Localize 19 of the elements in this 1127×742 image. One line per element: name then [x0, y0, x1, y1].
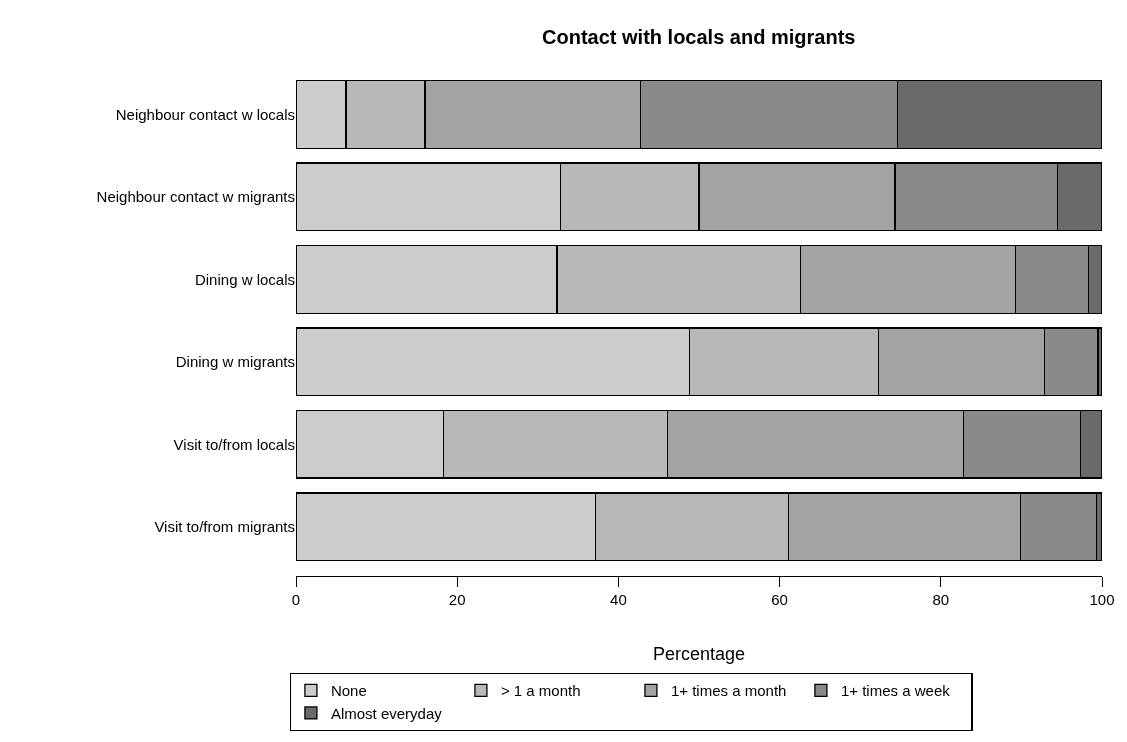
chart-title: Contact with locals and migrants: [542, 25, 856, 48]
legend-label: 1+ times a month: [670, 682, 787, 700]
x-tick-label: 60: [771, 591, 788, 609]
y-tick-label: Neighbour contact w migrants: [96, 188, 295, 206]
legend-label: None: [330, 682, 367, 700]
legend-label: 1+ times a week: [840, 682, 951, 700]
y-tick-label: Neighbour contact w locals: [115, 105, 295, 123]
y-tick-label: Dining w migrants: [175, 353, 295, 371]
legend-label: > 1 a month: [500, 682, 581, 700]
y-tick-label: Visit to/from locals: [173, 435, 295, 453]
y-tick-label: Dining w locals: [194, 270, 295, 288]
x-tick-label: 0: [291, 591, 301, 609]
x-tick-label: 80: [932, 591, 950, 609]
x-axis-title: Percentage: [652, 644, 746, 665]
y-tick-label: Visit to/from migrants: [154, 518, 295, 536]
x-tick-label: 20: [448, 591, 466, 609]
x-tick-label: 40: [610, 591, 627, 609]
x-tick-label: 100: [1089, 591, 1115, 609]
legend-label: Almost everyday: [330, 704, 443, 722]
